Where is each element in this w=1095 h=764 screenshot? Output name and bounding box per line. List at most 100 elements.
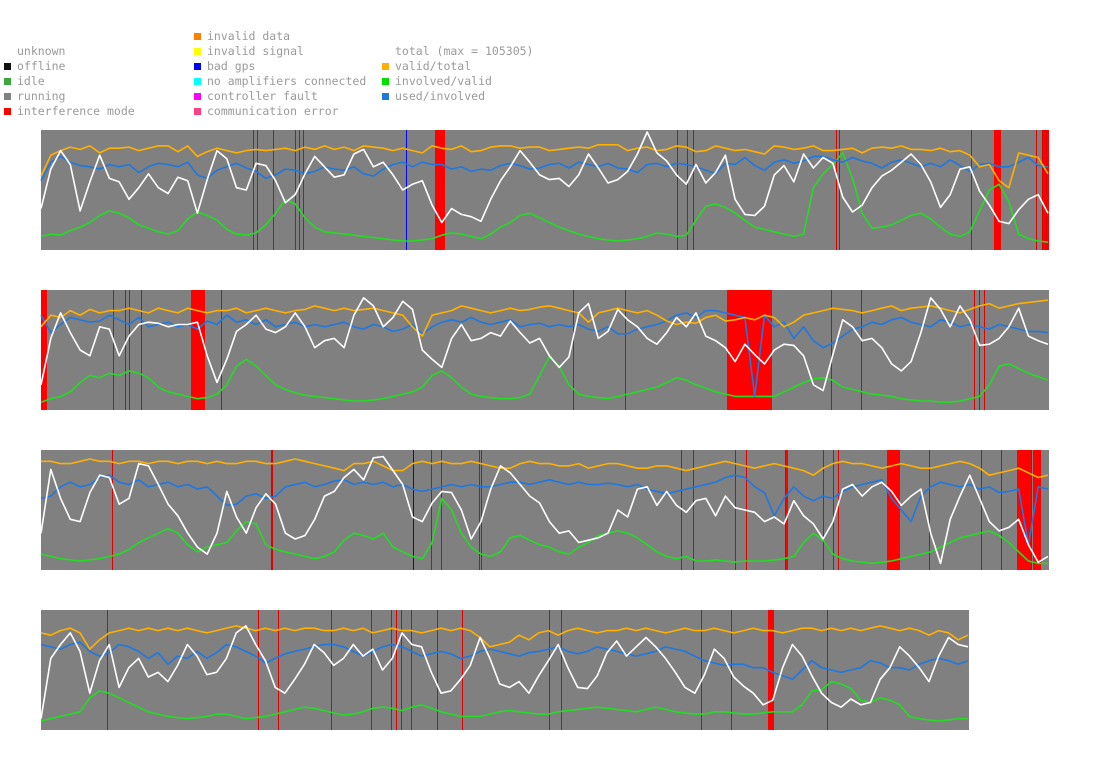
interference-block: [768, 610, 774, 730]
interference-marker: [295, 130, 296, 250]
interference-marker: [371, 610, 372, 730]
legend-swatch-involved-valid: [382, 78, 389, 85]
legend-item-bad-gps: bad gps: [207, 59, 256, 73]
interference-block: [887, 450, 900, 570]
series-line-involved-valid: [40, 152, 1049, 243]
interference-marker: [258, 610, 259, 730]
interference-marker: [929, 450, 930, 570]
interference-block: [785, 450, 788, 570]
legend-item-offline: offline: [17, 59, 66, 73]
interference-marker: [331, 610, 332, 730]
interference-block: [41, 290, 47, 410]
interference-marker: [391, 610, 392, 730]
interference-marker: [823, 450, 824, 570]
interference-marker: [701, 610, 702, 730]
legend-swatch-invalid-data: [194, 33, 201, 40]
interference-block: [994, 130, 1001, 250]
legend-swatch-bad-gps: [194, 63, 201, 70]
interference-marker: [1046, 130, 1047, 250]
interference-marker: [129, 290, 130, 410]
interference-marker: [677, 130, 678, 250]
series-line-used-involved: [40, 474, 1049, 546]
interference-marker: [273, 130, 274, 250]
interference-marker: [401, 610, 402, 730]
series-line-total: [40, 131, 1049, 225]
legend-item-communication-error: communication error: [207, 104, 339, 118]
interference-marker: [396, 610, 397, 730]
interference-marker: [693, 130, 694, 250]
legend-item-valid-total: valid/total: [395, 59, 472, 73]
legend: unknown offline idle running interferenc…: [0, 0, 1095, 125]
interference-marker: [827, 610, 828, 730]
series-line-valid-total: [40, 625, 969, 650]
interference-marker: [984, 290, 985, 410]
legend-swatch-valid-total: [382, 63, 389, 70]
bad-gps-marker: [413, 450, 414, 570]
interference-marker: [561, 610, 562, 730]
interference-marker: [573, 290, 574, 410]
interference-marker: [411, 610, 412, 730]
interference-marker: [441, 450, 442, 570]
interference-marker: [836, 130, 837, 250]
legend-swatch-invalid-signal: [194, 48, 201, 55]
legend-swatch-interference: [4, 108, 11, 115]
legend-item-running: running: [17, 89, 66, 103]
interference-marker: [833, 450, 834, 570]
legend-item-involved-valid: involved/valid: [395, 74, 492, 88]
interference-marker: [735, 450, 736, 570]
series-line-used-involved: [40, 641, 969, 681]
legend-item-interference: interference mode: [17, 104, 135, 118]
interference-marker: [681, 450, 682, 570]
legend-item-total: total (max = 105305): [395, 44, 534, 58]
interference-marker: [861, 290, 862, 410]
strip-background-running: [41, 130, 1049, 250]
interference-marker: [125, 290, 126, 410]
interference-marker: [141, 290, 142, 410]
strip-3: [40, 450, 1049, 570]
interference-marker: [731, 610, 732, 730]
series-line-involved-valid: [40, 680, 968, 722]
interference-marker: [113, 290, 114, 410]
interference-marker: [221, 290, 222, 410]
series-line-involved-valid: [40, 356, 1049, 404]
interference-marker: [831, 290, 832, 410]
legend-swatch-idle: [4, 78, 11, 85]
series-line-used-involved: [40, 309, 1049, 398]
interference-marker: [971, 130, 972, 250]
interference-marker: [462, 610, 463, 730]
interference-marker: [271, 450, 272, 570]
strip-2: [40, 290, 1049, 410]
interference-marker: [549, 610, 550, 730]
interference-marker: [272, 450, 273, 570]
interference-block: [435, 130, 445, 250]
series-line-total: [40, 455, 1049, 565]
strip-background-running: [41, 290, 1049, 410]
series-line-valid-total: [40, 144, 1049, 189]
interference-marker: [1031, 450, 1032, 570]
legend-swatch-no-amplifiers: [194, 78, 201, 85]
interference-marker: [479, 450, 480, 570]
interference-marker: [303, 130, 304, 250]
interference-marker: [1036, 130, 1037, 250]
legend-swatch-offline: [4, 63, 11, 70]
interference-marker: [437, 610, 438, 730]
interference-block: [1033, 450, 1041, 570]
interference-marker: [839, 130, 840, 250]
interference-marker: [299, 130, 300, 250]
legend-item-invalid-signal: invalid signal: [207, 44, 304, 58]
legend-item-used-involved: used/involved: [395, 89, 486, 103]
interference-marker: [974, 290, 975, 410]
legend-item-unknown: unknown: [17, 44, 66, 58]
series-line-valid-total: [40, 299, 1049, 337]
legend-swatch-controller-fault: [194, 93, 201, 100]
interference-marker: [278, 610, 279, 730]
interference-marker: [431, 450, 432, 570]
legend-swatch-used-involved: [382, 93, 389, 100]
legend-item-invalid-data: invalid data: [207, 29, 291, 43]
interference-marker: [112, 450, 113, 570]
strip-4: [40, 610, 969, 730]
legend-item-no-amplifiers: no amplifiers connected: [207, 74, 367, 88]
legend-swatch-running: [4, 93, 11, 100]
